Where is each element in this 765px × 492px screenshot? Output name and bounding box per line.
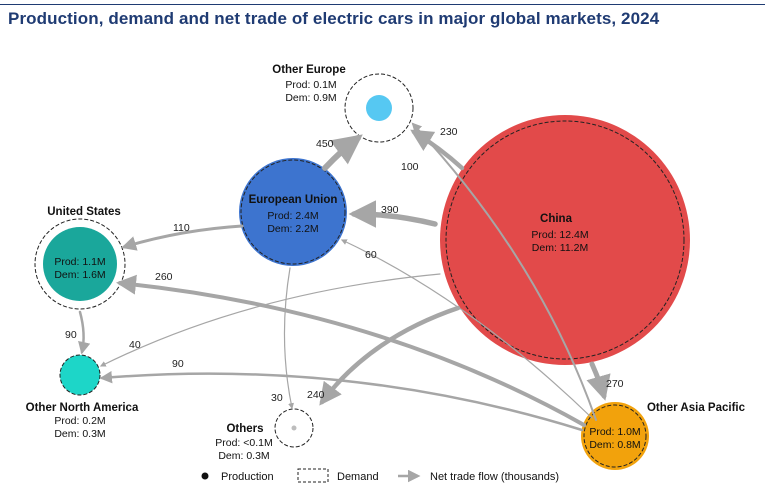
- title-rule: [0, 4, 765, 5]
- flow-china-to-us: [121, 224, 244, 251]
- other-north-america-name: Other North America: [26, 402, 139, 414]
- legend-production-label: Production: [221, 471, 274, 483]
- us-name: United States: [47, 206, 121, 218]
- flow-label-eu-to-others: 30: [271, 392, 283, 404]
- other-europe-dem: Dem: 0.9M: [285, 92, 336, 104]
- flow-label-apac-to-eu: 60: [365, 249, 377, 261]
- china-prod: Prod: 12.4M: [531, 229, 588, 241]
- eu-production-circle: [239, 158, 347, 266]
- flow-apac-to-us: [116, 274, 586, 427]
- other-north-america-production-circle: [60, 355, 100, 395]
- chart-title: Production, demand and net trade of elec…: [8, 9, 660, 28]
- flow-label-china-to-us: 110: [173, 222, 190, 234]
- flow-china-to-others: [319, 305, 461, 406]
- flow-label-china-to-eu: 390: [381, 204, 399, 216]
- china-dem: Dem: 11.2M: [532, 242, 588, 254]
- other-asia-pacific-name: Other Asia Pacific: [647, 402, 746, 414]
- others-name: Others: [226, 423, 263, 435]
- other-north-america-dem: Dem: 0.3M: [54, 428, 105, 440]
- other-europe-prod: Prod: 0.1M: [285, 79, 336, 91]
- eu-demand-circle: [240, 159, 346, 265]
- flow-apac-to-eu: [340, 239, 593, 419]
- legend-demand-label: Demand: [337, 471, 379, 483]
- other-europe-name: Other Europe: [272, 64, 345, 76]
- others-prod: Prod: <0.1M: [215, 437, 273, 449]
- flow-label-apac-to-other-europe: 100: [401, 161, 419, 173]
- china-production-circle: [440, 115, 690, 365]
- flow-label-china-to-apac: 270: [606, 378, 624, 390]
- eu-name: European Union: [249, 194, 338, 206]
- flow-china-to-eu: [348, 200, 438, 228]
- other-asia-pacific-prod: Prod: 1.0M: [589, 426, 640, 438]
- other-asia-pacific-dem: Dem: 0.8M: [589, 439, 640, 451]
- us-dem: Dem: 1.6M: [54, 269, 105, 281]
- flow-china-to-apac: [586, 361, 611, 401]
- flow-label-us-to-other-north-america: 90: [65, 329, 77, 341]
- others-dem: Dem: 0.3M: [218, 450, 269, 462]
- us-production-circle: [43, 227, 117, 301]
- legend: Production Demand Net trade flow (thousa…: [201, 468, 559, 483]
- us-demand-circle: [34, 218, 126, 310]
- flow-eu-to-others: [283, 267, 294, 410]
- flow-label-apac-to-us: 260: [155, 271, 173, 283]
- flow-china-to-other-north-america: [99, 273, 441, 367]
- flow-label-apac-to-other-north-america: 90: [172, 358, 184, 370]
- other-europe-production-circle: [366, 95, 392, 121]
- flow-label-eu-to-other-europe: 450: [316, 138, 334, 150]
- flow-apac-to-other-europe: [411, 122, 597, 421]
- china-demand-circle: [445, 120, 685, 360]
- eu-dem: Dem: 2.2M: [267, 223, 318, 235]
- flow-us-to-other-north-america: [78, 310, 91, 355]
- flow-label-china-to-others: 240: [307, 389, 325, 401]
- flow-eu-to-other-europe: [322, 134, 363, 171]
- others-demand-circle: [274, 408, 314, 448]
- flow-apac-to-other-north-america: [99, 370, 584, 432]
- other-north-america-prod: Prod: 0.2M: [54, 415, 105, 427]
- other-asia-pacific-production-circle: [581, 402, 649, 470]
- legend-flow-label: Net trade flow (thousands): [430, 471, 559, 483]
- us-prod: Prod: 1.1M: [54, 256, 105, 268]
- flow-china-to-other-europe: [410, 129, 465, 171]
- eu-prod: Prod: 2.4M: [267, 210, 318, 222]
- other-asia-pacific-demand-circle: [583, 404, 647, 468]
- china-name: China: [540, 213, 573, 225]
- others-production-circle: [291, 425, 297, 431]
- other-europe-demand-circle: [344, 73, 414, 143]
- legend-production-dot: [201, 472, 209, 480]
- flow-label-china-to-other-north-america: 40: [129, 339, 141, 351]
- flow-label-china-to-other-europe: 230: [440, 126, 458, 138]
- legend-demand-swatch: [297, 468, 329, 483]
